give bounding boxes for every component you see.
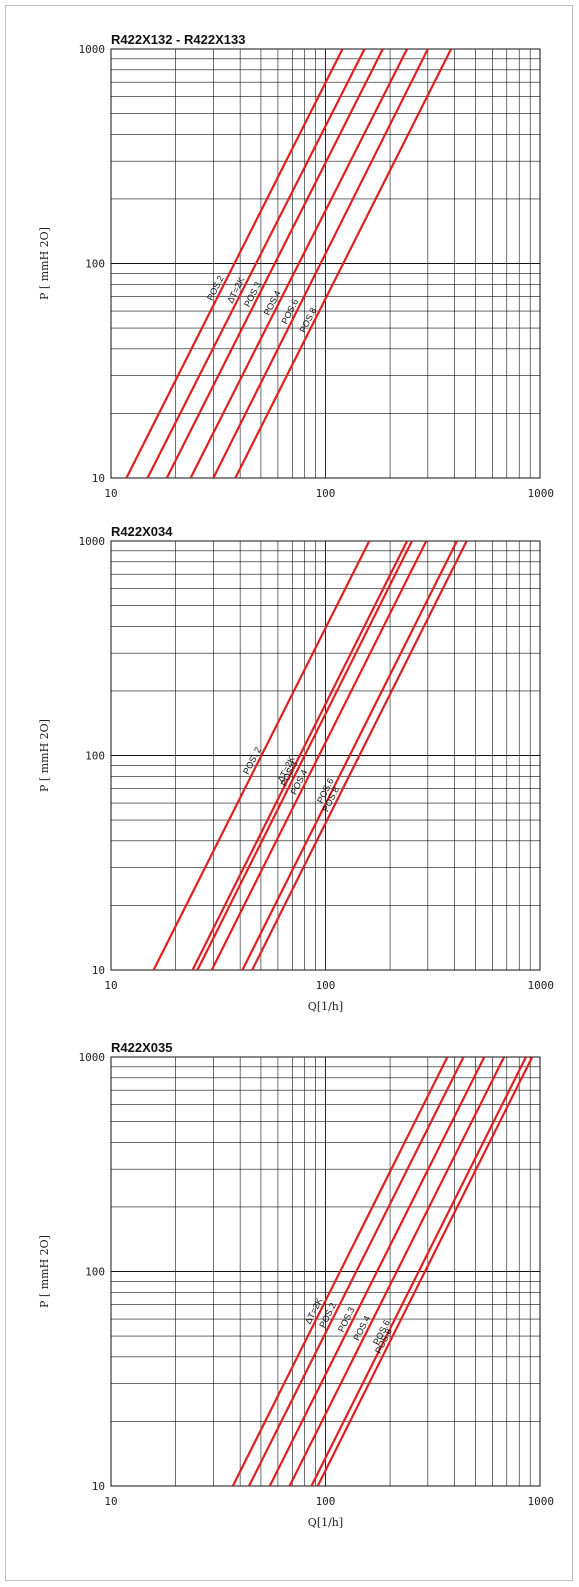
curve--t-2k [146,49,366,478]
y-tick-label: 1000 [79,535,106,548]
chart-title: R422X034 [111,524,173,539]
x-axis-label: Q[1/h] [308,1000,343,1013]
curve-pos-3 [165,49,384,478]
grid [110,1057,540,1487]
y-tick-label: 100 [85,1266,105,1279]
plot-border [110,1056,541,1487]
y-tick-label: 1000 [79,1051,106,1064]
curve-pos-2 [248,1057,465,1486]
x-tick-label: 100 [316,487,336,500]
plot-border [110,48,541,479]
curve-pos-8 [234,49,453,478]
x-tick-label: 10 [104,1495,117,1508]
curve-pos-2 [125,49,344,478]
curve-pos-6 [212,49,429,478]
curve-pos-6 [241,541,458,970]
chart-1: R422X132 - R422X133 10 100 1000 10 100 1000 P [… [38,32,554,500]
x-tick-label: 1000 [528,1495,555,1508]
figure-frame [5,5,573,1581]
curve-pos-8 [316,1057,534,1486]
curves [231,1057,534,1486]
chart-3: R422X035 10 100 1000 10 100 1000 P [ mmH 2O] Q[1… [38,1040,554,1529]
chart-title: R422X132 - R422X133 [111,32,245,47]
curve-pos-4 [288,1057,506,1486]
y-axis-label: P [ mmH 2O] [38,227,51,300]
y-axis-label: P [ mmH 2O] [38,1235,51,1308]
curve-pos-3 [196,541,413,970]
y-tick-label: 1000 [79,43,106,56]
grid [110,49,540,479]
curve--t-2k [191,541,409,970]
y-tick-label: 10 [92,964,105,977]
x-tick-label: 100 [316,1495,336,1508]
x-tick-label: 1000 [528,979,555,992]
grid [110,541,540,971]
curves [152,541,468,970]
y-tick-label: 100 [85,750,105,763]
curve-pos-8 [251,541,468,970]
y-axis-label: P [ mmH 2O] [38,719,51,792]
chart-title: R422X035 [111,1040,172,1055]
x-axis-label: Q[1/h] [308,1516,343,1529]
y-tick-label: 10 [92,1480,105,1493]
y-tick-label: 100 [85,258,105,271]
curve-pos-4 [189,49,409,478]
x-tick-label: 10 [104,979,117,992]
y-tick-label: 10 [92,472,105,485]
curve-pos-2 [152,541,371,970]
plot-border [110,540,541,971]
curve-pos-3 [268,1057,486,1486]
chart-2: R422X034 10 100 1000 10 100 1000 P [ mmH 2O] Q[1… [38,524,554,1013]
curve--t-2k [231,1057,449,1486]
x-tick-label: 100 [316,979,336,992]
curve-pos-6 [310,1057,527,1486]
curve-pos-4 [210,541,428,970]
x-tick-label: 10 [104,487,117,500]
curves [125,49,453,478]
x-tick-label: 1000 [528,487,555,500]
